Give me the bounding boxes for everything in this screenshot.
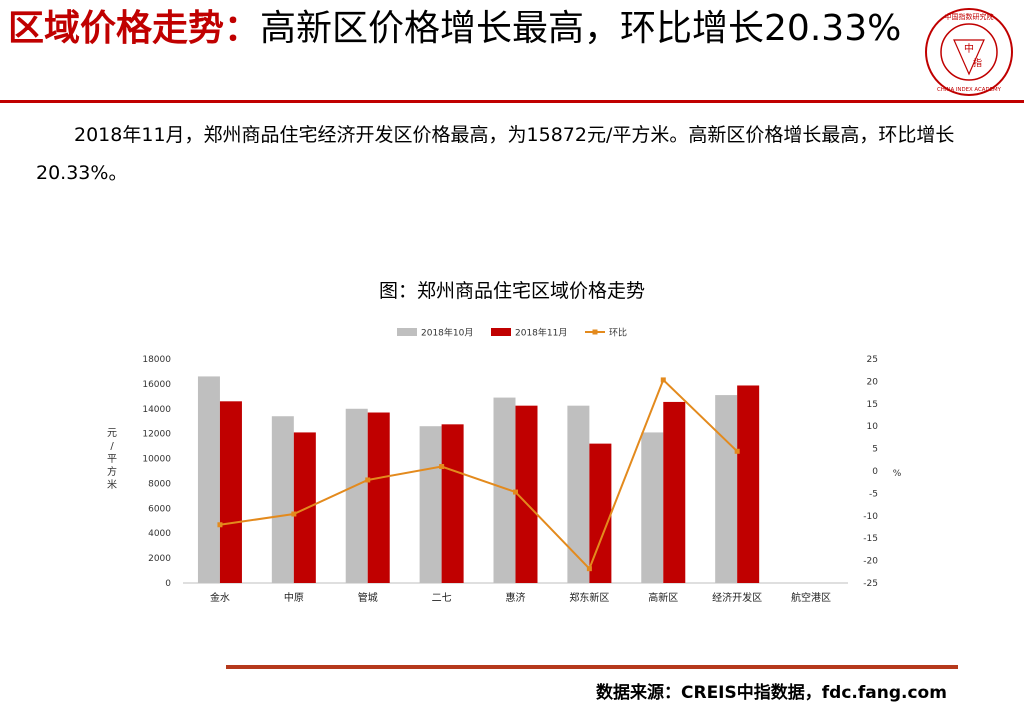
bar-2018年10月 xyxy=(197,376,220,583)
legend-label: 2018年11月 xyxy=(515,327,567,339)
x-tick-label: 二七 xyxy=(432,592,452,604)
point-环比 xyxy=(439,464,445,470)
line-环比 xyxy=(219,378,738,571)
y-tick-label: 8000 xyxy=(148,479,171,489)
bar-2018年11月 xyxy=(367,412,390,583)
page-title: 区域价格走势：高新区价格增长最高，环比增长20.33% xyxy=(8,6,908,52)
bar-2018年11月 xyxy=(293,432,316,583)
point-环比 xyxy=(513,489,518,495)
bar-2018年11月 xyxy=(219,401,242,583)
x-tick-label: 惠济 xyxy=(506,591,526,604)
y-tick-label: 14000 xyxy=(142,405,171,415)
logo-center-bottom: 指 xyxy=(973,57,982,69)
y-tick-label: 12000 xyxy=(142,430,171,440)
page-title-rest: 高新区价格增长最高，环比增长20.33% xyxy=(260,8,902,49)
point-环比 xyxy=(660,377,666,383)
summary-paragraph: 2018年11月，郑州商品住宅经济开发区价格最高，为15872元/平方米。高新区… xyxy=(36,116,1006,192)
logo-text-top: 中国指数研究院 xyxy=(945,12,994,21)
bar-2018年11月 xyxy=(441,424,464,583)
x-tick-label: 管城 xyxy=(358,591,378,604)
y-tick-label: 4000 xyxy=(148,529,171,539)
legend-swatch xyxy=(397,328,417,336)
x-tick-label: 金水 xyxy=(210,591,230,604)
bar-2018年11月 xyxy=(589,443,612,583)
x-tick-label: 航空港区 xyxy=(791,591,831,604)
legend-swatch xyxy=(491,328,511,336)
y-axis-label: 元/平方米 xyxy=(107,428,117,491)
point-环比 xyxy=(586,566,592,572)
y2-tick-label: 0 xyxy=(872,467,878,477)
bar-2018年10月 xyxy=(641,432,664,583)
y-tick-label: 18000 xyxy=(142,355,171,365)
bar-2018年10月 xyxy=(419,426,442,583)
point-环比 xyxy=(734,448,740,454)
x-tick-label: 经济开发区 xyxy=(712,591,762,604)
bar-2018年10月 xyxy=(715,395,738,583)
logo-center-top: 中 xyxy=(964,42,974,55)
legend-label: 环比 xyxy=(609,327,627,339)
y2-tick-label: 15 xyxy=(867,400,878,410)
bar-2018年11月 xyxy=(737,385,760,583)
y2-tick-label: 5 xyxy=(872,445,878,455)
x-tick-label: 郑东新区 xyxy=(569,591,609,604)
y2-tick-label: -5 xyxy=(869,489,878,499)
chart-heading: 图：郑州商品住宅区域价格走势 xyxy=(378,280,645,302)
legend-marker xyxy=(592,329,598,335)
y-tick-label: 2000 xyxy=(148,554,171,564)
y2-tick-label: -25 xyxy=(863,579,878,589)
y2-tick-label: -10 xyxy=(863,512,878,522)
point-环比 xyxy=(365,477,371,483)
bar-2018年10月 xyxy=(493,397,516,583)
y-tick-label: 6000 xyxy=(148,504,171,514)
bar-2018年10月 xyxy=(271,416,294,583)
logo-text-bottom: CHINA INDEX ACADEMY xyxy=(937,87,1002,93)
point-环比 xyxy=(291,511,297,517)
bar-2018年11月 xyxy=(663,401,686,583)
x-tick-label: 高新区 xyxy=(648,591,678,604)
y2-tick-label: 20 xyxy=(867,377,879,387)
summary-text: 2018年11月，郑州商品住宅经济开发区价格最高，为15872元/平方米。高新区… xyxy=(36,124,955,184)
y2-tick-label: 25 xyxy=(867,355,878,365)
y-tick-label: 10000 xyxy=(142,455,171,465)
page-title-separator: ： xyxy=(224,8,261,49)
y2-tick-label: -20 xyxy=(863,557,878,567)
data-source: 数据来源：CREIS中指数据，fdc.fang.com xyxy=(596,683,947,703)
bar-2018年11月 xyxy=(515,405,538,583)
x-tick-label: 中原 xyxy=(284,591,304,604)
bar-2018年10月 xyxy=(345,408,368,583)
y-tick-label: 0 xyxy=(165,579,171,589)
y-tick-label: 16000 xyxy=(142,380,171,390)
y2-axis-label: % xyxy=(893,469,902,479)
page-title-highlight: 区域价格走势 xyxy=(8,8,225,49)
y2-tick-label: -15 xyxy=(863,534,878,544)
point-环比 xyxy=(217,522,223,528)
y2-tick-label: 10 xyxy=(867,422,879,432)
legend-label: 2018年10月 xyxy=(421,327,473,339)
bar-2018年10月 xyxy=(567,405,590,583)
china-index-academy-logo: 中 指 中国指数研究院 CHINA INDEX ACADEMY xyxy=(925,8,1013,96)
header-divider xyxy=(0,100,1024,103)
price-trend-chart: 0 2000 4000 6000 8000 10000 12000 14000 16000 180… xyxy=(107,327,902,605)
footer-divider xyxy=(226,665,958,669)
